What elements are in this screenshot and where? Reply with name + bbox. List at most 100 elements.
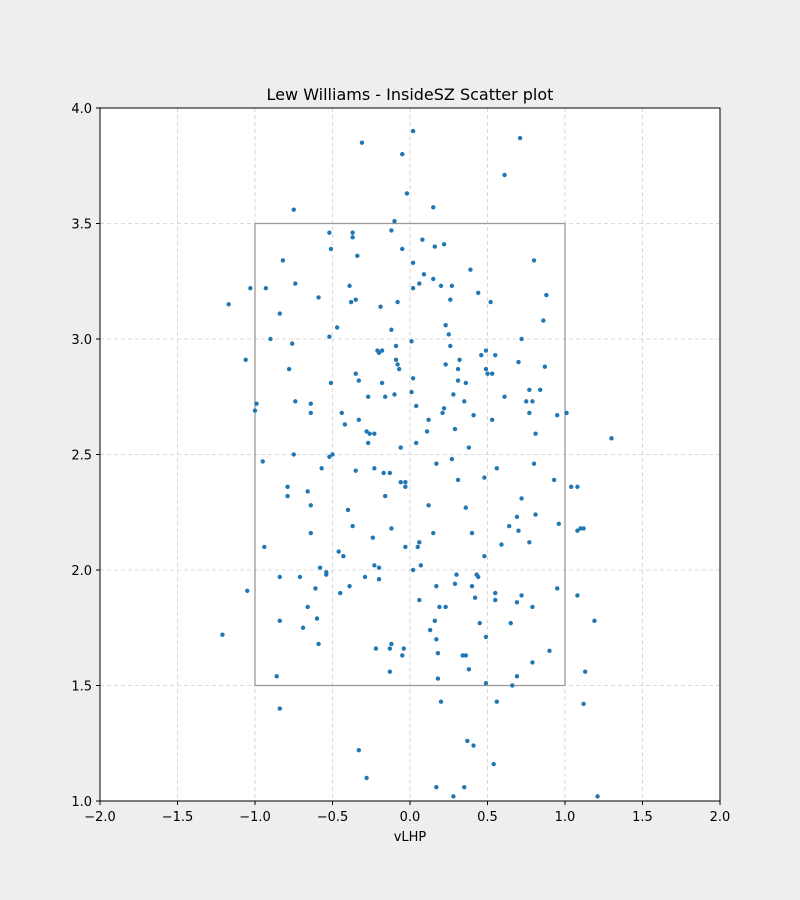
data-point [365, 394, 371, 399]
data-point [609, 436, 614, 441]
data-point [308, 530, 313, 536]
data-point [438, 699, 444, 704]
data-point [488, 299, 493, 305]
data-point [356, 417, 362, 423]
data-point [448, 343, 453, 349]
data-point [485, 371, 490, 376]
data-point [355, 253, 360, 259]
data-point [356, 747, 362, 753]
data-point [483, 366, 489, 372]
data-point [317, 565, 323, 570]
data-point [336, 549, 341, 554]
chart-title: Lew Williams - InsideSZ Scatter plot [267, 85, 554, 104]
data-point [277, 706, 282, 711]
data-point [348, 299, 354, 305]
data-point [443, 322, 448, 328]
data-point [277, 574, 282, 580]
data-point [245, 588, 250, 593]
data-point [293, 399, 298, 404]
x-tick-label: −1.5 [162, 810, 194, 825]
x-tick-label: 0.0 [400, 810, 421, 825]
data-point [541, 318, 546, 323]
data-point [468, 267, 473, 272]
data-point [328, 246, 334, 252]
data-point [493, 597, 498, 603]
data-point [489, 371, 495, 376]
data-point [476, 290, 481, 295]
data-point [483, 680, 489, 686]
data-point [277, 311, 282, 316]
data-point [531, 258, 537, 263]
data-point [400, 246, 405, 252]
data-point [514, 674, 520, 679]
data-point [438, 283, 444, 289]
data-point [254, 401, 259, 406]
data-point [581, 526, 586, 531]
data-point [308, 401, 313, 406]
data-point [466, 445, 472, 450]
data-point [530, 660, 535, 665]
data-point [530, 604, 535, 610]
data-point [538, 387, 543, 393]
data-point [451, 392, 456, 397]
data-point [319, 466, 324, 471]
data-point [476, 574, 481, 580]
data-point [404, 191, 410, 196]
y-tick-label: 4.0 [71, 102, 92, 117]
data-point [434, 461, 439, 466]
data-point [387, 470, 393, 476]
x-tick-label: 2.0 [710, 810, 731, 825]
data-point [516, 528, 521, 533]
data-point [479, 352, 484, 358]
data-point [491, 761, 496, 767]
data-point [575, 593, 580, 598]
data-point [569, 484, 574, 490]
data-point [373, 646, 379, 651]
data-point [350, 235, 355, 240]
data-point [376, 577, 382, 582]
data-point [417, 597, 422, 603]
data-point [595, 794, 600, 799]
data-point [530, 399, 535, 404]
data-point [243, 357, 248, 362]
data-point [524, 399, 529, 404]
data-point [314, 616, 320, 621]
data-point [455, 366, 461, 372]
data-point [409, 389, 414, 395]
data-point [471, 743, 476, 748]
data-point [431, 205, 436, 210]
data-point [446, 332, 451, 337]
data-point [313, 586, 318, 591]
data-point [482, 553, 487, 559]
data-point [330, 452, 335, 457]
data-point [462, 399, 467, 404]
data-point [463, 505, 468, 510]
strike-zone-box [254, 222, 566, 687]
data-point [327, 230, 332, 235]
data-point [409, 339, 414, 344]
data-point [463, 380, 468, 386]
data-point [427, 627, 433, 633]
data-point [389, 641, 394, 647]
data-point [392, 392, 397, 397]
data-point [544, 292, 549, 298]
data-point [431, 276, 436, 282]
data-point [457, 357, 462, 362]
data-point [494, 466, 499, 471]
data-points [220, 128, 614, 799]
data-point [327, 454, 332, 460]
data-point [582, 669, 588, 674]
data-point [451, 794, 456, 799]
data-point [452, 426, 458, 432]
data-point [452, 581, 458, 587]
data-point [499, 542, 504, 547]
data-point [575, 528, 580, 533]
data-point [403, 544, 408, 550]
data-point [353, 468, 358, 473]
data-point [364, 775, 369, 781]
data-point [285, 484, 290, 490]
data-point [592, 618, 597, 624]
data-point [305, 489, 310, 494]
